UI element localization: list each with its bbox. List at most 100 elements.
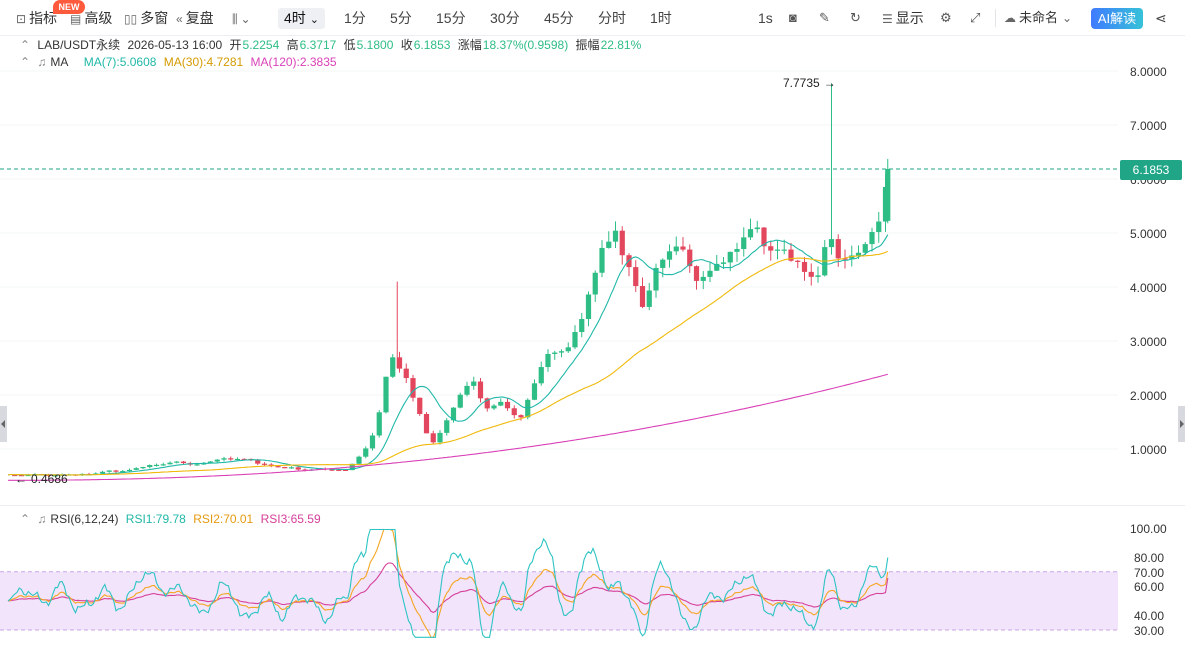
- indicators-label: 指标: [29, 10, 58, 26]
- candle-body: [295, 467, 301, 470]
- candle-body: [423, 413, 430, 434]
- chevron-down-icon: ⌄: [309, 14, 320, 26]
- rsi1-value: RSI1:79.78: [125, 512, 186, 526]
- candle-body: [376, 412, 382, 436]
- layout-name: 未命名: [1019, 10, 1059, 25]
- candle-body: [18, 475, 25, 477]
- candle-body: [639, 286, 646, 307]
- candle-body: [396, 357, 403, 369]
- multi-window-button[interactable]: ▯▯ 多窗: [124, 0, 168, 36]
- change-value: 18.37%(0.9598): [482, 38, 569, 52]
- candle-body: [673, 246, 679, 252]
- advanced-button[interactable]: ▤ 高级: [70, 0, 112, 36]
- candle-body: [255, 460, 261, 464]
- advanced-label: 高级: [84, 10, 113, 26]
- candle-body: [606, 241, 612, 248]
- candle-body: [754, 227, 760, 230]
- candle-body: [761, 227, 767, 247]
- candle-body: [214, 459, 220, 462]
- candle-body: [707, 270, 713, 277]
- candle-body: [282, 467, 288, 469]
- toolbar-divider: [995, 9, 996, 27]
- candle-body: [734, 249, 740, 252]
- refresh-icon[interactable]: ↻: [850, 10, 861, 25]
- layout-button[interactable]: ☁ 未命名 ⌄: [1004, 0, 1075, 36]
- fullscreen-icon[interactable]: ⤢: [970, 10, 981, 25]
- share-icon[interactable]: ⋖: [1155, 10, 1167, 26]
- price-axis-label: 3.0000: [1130, 335, 1167, 349]
- bell-icon[interactable]: ♫: [37, 512, 47, 526]
- ohlc-legend: ⌃ LAB/USDT永续 2026-05-13 16:00 开5.2254 高6…: [20, 38, 645, 52]
- candle-body: [444, 420, 450, 433]
- indicators-button[interactable]: ⊡ 指标: [16, 0, 57, 36]
- datetime-label: 2026-05-13 16:00: [127, 38, 223, 52]
- right-panel-toggle[interactable]: [1178, 406, 1185, 442]
- chevron-up-icon[interactable]: ⌃: [20, 38, 31, 52]
- pencil-icon[interactable]: ✎: [819, 10, 830, 25]
- candle-body: [504, 401, 511, 409]
- candlestick-chart[interactable]: [0, 0, 1185, 505]
- speed-button[interactable]: 1s: [758, 10, 773, 26]
- timeframe-4h[interactable]: 4时 ⌄: [278, 8, 326, 29]
- timeframe-30m[interactable]: 30分: [490, 10, 520, 26]
- chevron-down-icon: ⌄: [1062, 11, 1073, 25]
- replay-label: 复盘: [185, 10, 214, 26]
- close-value: 6.1853: [413, 38, 451, 52]
- display-button[interactable]: ☰ 显示: [882, 0, 924, 36]
- candle-body: [693, 266, 700, 281]
- advanced-icon: ▤: [70, 12, 82, 26]
- left-panel-toggle[interactable]: [0, 406, 7, 442]
- timeframe-1h[interactable]: 1时: [650, 10, 672, 26]
- candle-body: [410, 378, 416, 398]
- replay-icon: «: [176, 12, 183, 26]
- candle-body: [714, 263, 720, 271]
- chevron-up-icon[interactable]: ⌃: [20, 512, 31, 526]
- candle-body: [369, 435, 376, 449]
- rsi-axis-label: 100.00: [1130, 522, 1167, 536]
- rsi3-value: RSI3:65.59: [260, 512, 321, 526]
- price-axis-label: 8.0000: [1130, 65, 1167, 79]
- candle-body: [531, 383, 538, 400]
- candle-body: [788, 249, 794, 261]
- bell-icon[interactable]: ♫: [37, 55, 47, 69]
- candle-body: [153, 464, 160, 467]
- candle-body: [241, 458, 247, 461]
- pane-divider[interactable]: [0, 505, 1185, 506]
- candle-body: [700, 276, 706, 281]
- timeframe-5m[interactable]: 5分: [390, 10, 412, 26]
- ma120-value: MA(120):2.3835: [250, 55, 337, 69]
- current-price-tag: 6.1853: [1120, 160, 1182, 180]
- low-marker-label: ← 0.4686: [15, 472, 72, 486]
- price-axis-label: 7.0000: [1130, 119, 1167, 133]
- replay-button[interactable]: «复盘: [176, 0, 214, 36]
- ma7-value: MA(7):5.0608: [83, 55, 157, 69]
- candle-body: [558, 351, 565, 353]
- candle-body: [633, 267, 639, 287]
- high-value: 6.3717: [299, 38, 337, 52]
- chevron-up-icon[interactable]: ⌃: [20, 55, 31, 69]
- candle-body: [329, 469, 335, 471]
- chart-type-button[interactable]: ⫼ ⌄: [232, 0, 254, 36]
- price-axis-label: 2.0000: [1130, 389, 1167, 403]
- candle-body: [808, 271, 814, 277]
- timeframe-line[interactable]: 分时: [598, 10, 626, 26]
- rsi-chart[interactable]: [0, 506, 1185, 646]
- timeframe-1m[interactable]: 1分: [344, 10, 366, 26]
- new-badge: NEW: [53, 0, 85, 14]
- candle-body: [477, 381, 484, 399]
- timeframe-15m[interactable]: 15分: [436, 10, 466, 26]
- candle-body: [261, 463, 268, 465]
- timeframe-45m[interactable]: 45分: [544, 10, 574, 26]
- candle-body: [869, 232, 875, 245]
- settings-icon[interactable]: ⚙: [940, 10, 952, 25]
- candle-body: [552, 352, 558, 354]
- camera-icon[interactable]: ◙: [789, 10, 797, 25]
- candle-body: [801, 261, 808, 272]
- candle-body: [842, 258, 848, 260]
- amp-value: 22.81%: [600, 38, 642, 52]
- arrow-left-icon: ←: [15, 472, 27, 486]
- candle-body: [660, 259, 666, 268]
- candle-body: [518, 415, 524, 418]
- open-value: 5.2254: [242, 38, 280, 52]
- ai-interpret-button[interactable]: AI解读: [1091, 8, 1143, 29]
